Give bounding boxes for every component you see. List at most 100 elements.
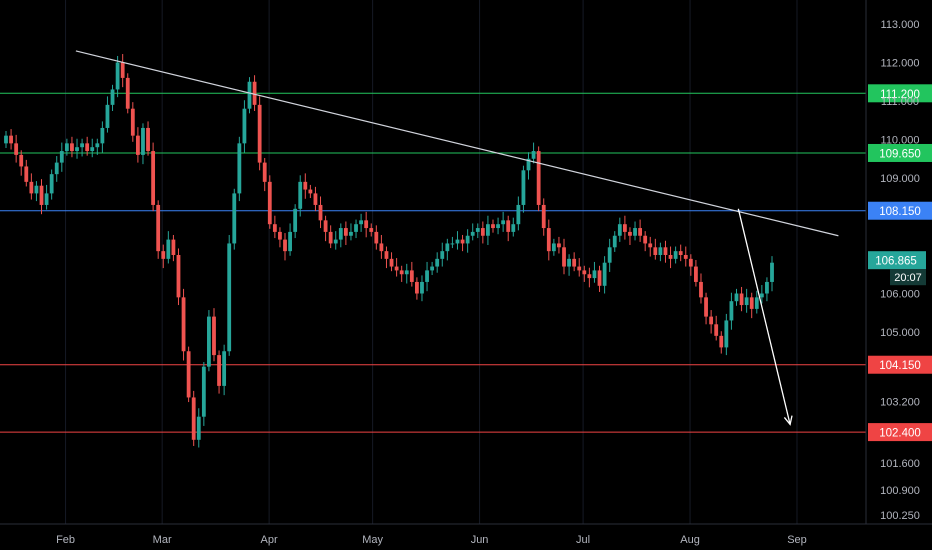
candle-body <box>754 297 759 309</box>
x-tick-label: Jul <box>576 534 590 546</box>
candle-body <box>622 224 627 232</box>
candle <box>577 258 582 277</box>
candle <box>161 244 166 269</box>
trendline[interactable] <box>75 50 839 237</box>
candle <box>272 215 277 239</box>
candle <box>95 138 100 155</box>
candle-body <box>283 239 287 252</box>
y-tick-label: 101.600 <box>880 458 920 470</box>
candle <box>125 73 130 114</box>
candle-body <box>526 158 531 171</box>
level-price-tag <box>868 84 932 103</box>
support-104150-level[interactable]: 104.150 <box>0 355 932 374</box>
candle-body <box>135 135 140 155</box>
candle-body <box>445 243 450 252</box>
candle <box>323 215 328 242</box>
candle-body <box>460 239 465 244</box>
candle <box>171 234 176 262</box>
candle <box>146 121 150 156</box>
candle-body <box>480 228 485 236</box>
candle-body <box>475 228 480 232</box>
candle-body <box>222 351 227 386</box>
candle-body <box>602 262 607 286</box>
candle <box>293 204 298 239</box>
price-axis[interactable]: 113.000 112.000 111.000 110.000 109.000 106.0… <box>865 0 926 524</box>
candle <box>470 223 475 241</box>
candle <box>354 219 358 239</box>
candle-body <box>9 135 13 144</box>
candle <box>369 223 374 237</box>
candle <box>562 238 566 275</box>
candle <box>151 142 156 212</box>
arrow-head <box>783 415 793 426</box>
candle-body <box>207 316 211 367</box>
candle-body <box>643 235 648 244</box>
candle <box>450 236 455 249</box>
y-tick-label: 112.000 <box>881 58 920 70</box>
candle <box>186 346 191 403</box>
candle-body <box>364 220 369 229</box>
candle-body <box>633 228 637 236</box>
time-axis[interactable]: Feb Mar Apr May Jun Jul Aug Sep <box>0 523 932 546</box>
candle <box>582 265 587 282</box>
candle-body <box>744 297 749 306</box>
candle-body <box>237 143 242 194</box>
x-tick-label: Aug <box>680 534 700 546</box>
candle <box>501 211 506 232</box>
candle-body <box>323 220 328 232</box>
candle-body <box>349 231 353 236</box>
candle-body <box>374 231 379 244</box>
candle-body <box>95 143 100 148</box>
candle <box>607 238 612 272</box>
level-price-label: 104.150 <box>879 360 921 372</box>
candle <box>719 331 724 354</box>
candle <box>232 188 237 250</box>
candle <box>196 408 201 448</box>
level-price-tag <box>868 201 932 220</box>
candle <box>303 173 308 199</box>
candle-body <box>562 247 566 267</box>
y-tick-label: 105.000 <box>880 327 920 339</box>
candle <box>394 258 399 277</box>
candle-body <box>262 162 267 182</box>
candle <box>217 350 221 394</box>
candle-body <box>44 193 49 205</box>
candle <box>379 234 384 259</box>
x-tick-label: Feb <box>56 534 75 546</box>
candle <box>673 246 678 264</box>
candle-body <box>293 208 298 232</box>
candle <box>683 246 688 267</box>
candle-body <box>455 239 460 244</box>
candle-body <box>105 104 110 128</box>
support-102400-level[interactable]: 102.400 <box>0 423 932 442</box>
candle <box>384 246 389 269</box>
projection-arrow[interactable] <box>737 208 793 426</box>
candle-body <box>19 154 24 167</box>
candle <box>49 169 54 200</box>
candle-body <box>308 189 313 194</box>
countdown-label: 20:07 <box>894 272 922 284</box>
drawings[interactable] <box>75 50 839 426</box>
candle <box>181 288 186 361</box>
candle <box>120 54 125 88</box>
resistance-111200-level[interactable]: 111.200 <box>0 84 932 103</box>
x-tick-label: Apr <box>261 534 278 546</box>
candle <box>663 240 668 263</box>
y-tick-label: 100.900 <box>880 485 920 497</box>
candle <box>531 142 536 164</box>
candle-body <box>678 251 683 255</box>
candle-body <box>486 224 490 236</box>
candle <box>546 219 551 261</box>
candle-body <box>612 235 617 248</box>
candle <box>678 244 683 262</box>
candle <box>333 231 338 250</box>
y-tick-label: 103.200 <box>880 396 920 408</box>
candle-body <box>628 231 632 236</box>
candle <box>541 198 546 236</box>
candle-body <box>714 324 719 336</box>
candle <box>100 121 105 153</box>
candle-body <box>288 231 292 252</box>
pivot-108150-level[interactable]: 108.150 <box>0 201 932 220</box>
arrow-shaft[interactable] <box>737 208 791 425</box>
